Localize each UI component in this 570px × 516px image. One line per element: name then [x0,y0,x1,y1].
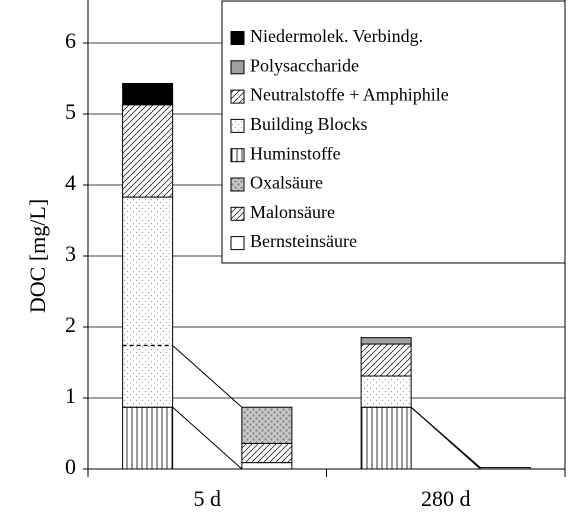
legend-label: Huminstoffe [250,143,341,163]
x-tick-label: 280 d [421,486,471,511]
connector [410,406,481,470]
x-tick-label: 5 d [194,486,222,511]
legend-label: Building Blocks [250,114,368,134]
legend-swatch [230,206,245,221]
y-tick-label: 2 [65,312,76,337]
y-tick-label: 3 [65,241,76,266]
y-axis-label: DOC [mg/L] [25,199,50,313]
bar-segment [122,406,174,470]
bar-segment [360,343,412,377]
bar-segment [122,104,174,198]
legend-swatch [230,148,245,163]
bar-segment [360,375,412,408]
bar-segment [360,406,412,470]
legend-swatch [230,236,245,251]
bar-segment [241,406,293,444]
bar-segment [479,467,531,470]
connector [172,345,243,408]
y-tick-label: 6 [65,28,76,53]
y-tick-label: 5 [65,99,76,124]
legend-label: Neutralstoffe + Amphiphile [250,85,449,105]
legend-label: Bernsteinsäure [250,231,357,251]
bar-segment [122,82,174,106]
legend-label: Polysaccharide [250,55,359,75]
legend-swatch [230,89,245,104]
legend-swatch [230,118,245,133]
legend: Bernsteinsäure Malonsäure Oxalsäure Huminst… [221,0,566,264]
y-tick-label: 0 [65,454,76,479]
bar-segment [360,337,412,345]
y-tick-label: 1 [65,383,76,408]
bar-segment [122,196,174,408]
legend-label: Oxalsäure [250,173,323,193]
bar-segment [241,442,293,464]
legend-swatch [230,177,245,192]
legend-swatch [230,31,245,45]
legend-box [221,0,566,264]
connector [172,406,243,470]
y-tick-label: 4 [65,170,76,195]
legend-swatch [230,60,245,75]
legend-label: Niedermolek. Verbindg. [250,26,423,46]
bar-segment [241,462,293,470]
legend-label: Malonsäure [250,202,335,222]
